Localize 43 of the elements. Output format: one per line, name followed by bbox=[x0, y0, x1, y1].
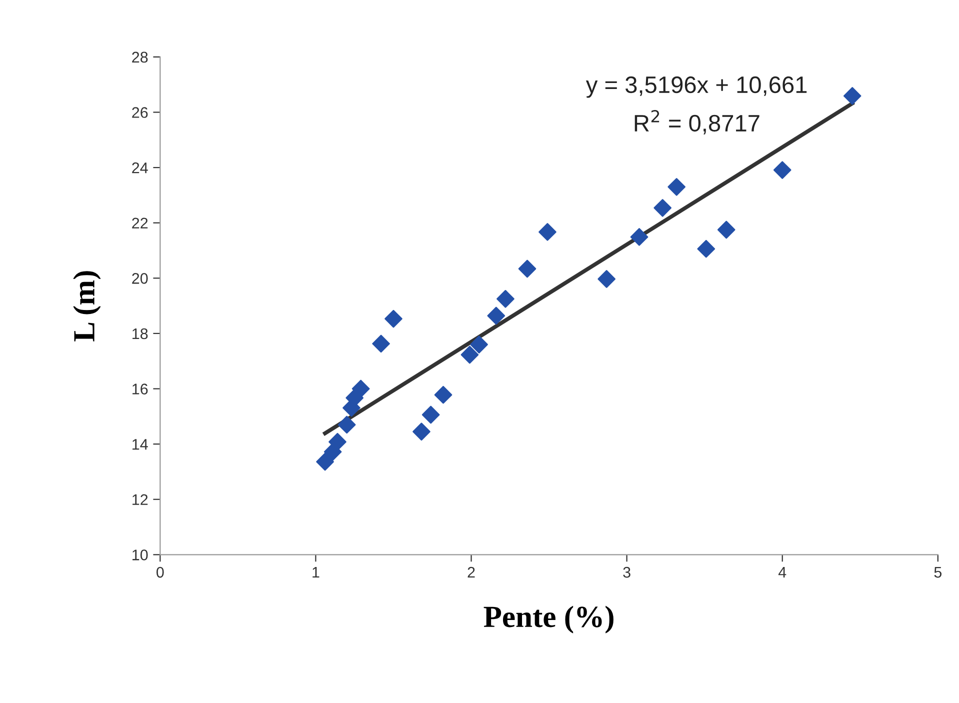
y-tick-label: 24 bbox=[132, 162, 148, 174]
y-tick-label: 22 bbox=[132, 218, 148, 228]
point bbox=[422, 406, 440, 424]
y-tick-label: 14 bbox=[132, 439, 148, 450]
point bbox=[470, 336, 488, 354]
point bbox=[496, 290, 514, 308]
x-tick-label: 2 bbox=[468, 566, 475, 578]
y-tick-label: 20 bbox=[132, 273, 148, 284]
point bbox=[412, 422, 430, 441]
point bbox=[538, 223, 556, 241]
x-tick-label: 1 bbox=[312, 567, 320, 578]
point bbox=[434, 386, 452, 404]
point bbox=[328, 432, 346, 451]
point bbox=[717, 220, 736, 239]
point bbox=[352, 380, 370, 398]
x-tick-label: 5 bbox=[934, 567, 942, 578]
annotation: R$^{2}$ = 0,8717 bbox=[634, 110, 760, 134]
x-axis-title: Pente (%) bbox=[484, 606, 614, 634]
point bbox=[598, 270, 616, 288]
point bbox=[384, 310, 402, 328]
y-tick-label: 12 bbox=[132, 494, 148, 505]
x-tick-label: 4 bbox=[778, 567, 786, 578]
point bbox=[316, 452, 334, 471]
point bbox=[630, 228, 648, 246]
annotation: y = 3,5196x + 10,661 bbox=[586, 76, 807, 98]
point bbox=[697, 240, 716, 258]
x-tick-label: 3 bbox=[623, 566, 630, 578]
y-axis-title: L (m) bbox=[73, 271, 101, 342]
x-tick-label: 0 bbox=[156, 566, 164, 578]
point bbox=[372, 334, 390, 353]
y-tick-label: 16 bbox=[132, 384, 148, 394]
point bbox=[487, 306, 506, 325]
point bbox=[460, 346, 479, 364]
point bbox=[668, 178, 686, 196]
point bbox=[843, 87, 862, 105]
y-tick-label: 26 bbox=[132, 107, 148, 118]
point bbox=[654, 199, 672, 217]
y-tick-label: 28 bbox=[132, 52, 148, 63]
y-tick-label: 10 bbox=[132, 550, 148, 560]
y-tick-label: 18 bbox=[132, 328, 148, 340]
point bbox=[773, 161, 792, 179]
point bbox=[338, 416, 356, 434]
point bbox=[518, 260, 536, 278]
